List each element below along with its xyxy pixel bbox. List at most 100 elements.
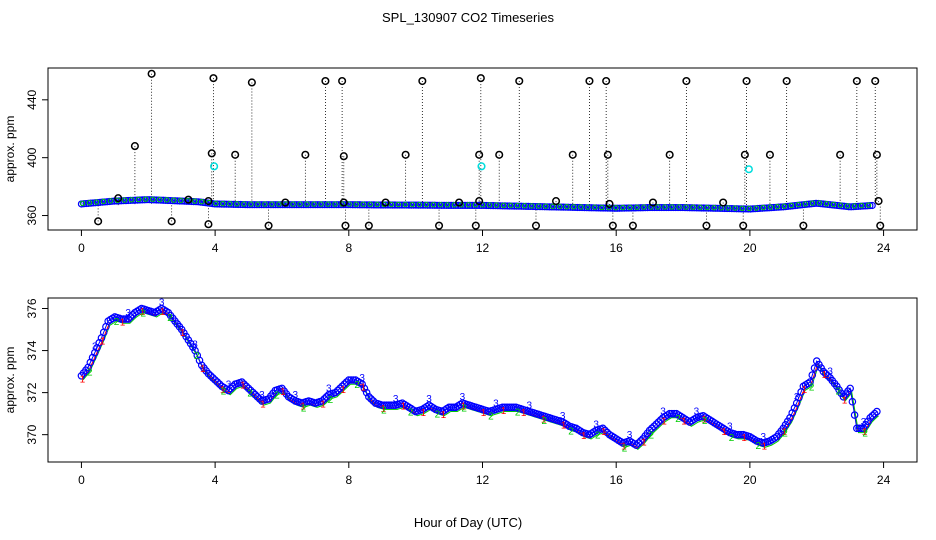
outlier-point <box>435 221 444 230</box>
baseline-point-green <box>851 203 858 209</box>
series-3-point <box>819 367 828 376</box>
baseline-point <box>861 202 869 210</box>
series-3-point <box>449 403 458 412</box>
outlier-point <box>338 76 347 86</box>
outlier-point <box>602 76 611 86</box>
outlier-point <box>204 220 213 229</box>
series-1-marker: 1 <box>240 381 246 392</box>
baseline-point-green <box>227 201 233 207</box>
outlier-point <box>740 150 749 159</box>
outlier-point <box>568 150 577 159</box>
baseline-point-green <box>837 202 844 208</box>
series-1-marker: 1 <box>160 307 166 318</box>
baseline-point <box>700 204 708 212</box>
baseline-point-green <box>683 204 689 210</box>
baseline-point <box>679 203 687 212</box>
baseline-point-green <box>535 203 542 209</box>
baseline-point-green <box>627 204 633 211</box>
series-2-marker: 2 <box>649 431 655 442</box>
baseline-point <box>349 201 357 209</box>
cyan-point <box>210 162 219 171</box>
baseline-point-green <box>339 201 345 207</box>
series-3-point <box>868 411 877 420</box>
series-3-point <box>124 315 133 323</box>
baseline-point-green <box>269 201 275 207</box>
outlier-point <box>608 221 617 230</box>
baseline-point-green <box>262 201 268 207</box>
baseline-point-green <box>311 201 317 207</box>
outlier-point <box>475 197 484 206</box>
series-1-marker: 1 <box>641 437 647 448</box>
baseline-point <box>264 201 273 209</box>
baseline-point <box>665 203 673 212</box>
series-1-marker: 1 <box>280 387 286 398</box>
series-3-point <box>634 439 643 447</box>
series-2-marker: 2 <box>354 380 360 391</box>
baseline-point <box>384 201 392 209</box>
baseline-point-green <box>107 198 114 204</box>
baseline-point <box>749 205 757 213</box>
series-1-marker: 1 <box>380 404 386 415</box>
series-3-point <box>242 382 251 391</box>
outlier-point <box>871 76 880 86</box>
baseline-point <box>159 196 167 204</box>
baseline-point <box>370 201 378 209</box>
baseline-point-green <box>318 201 324 207</box>
series-2-line <box>82 312 879 451</box>
series-3-point <box>873 407 881 416</box>
baseline-point <box>651 203 659 212</box>
series-2-marker: 2 <box>114 317 120 328</box>
series-2-marker: 2 <box>87 368 93 379</box>
x-axis-label: Hour of Day (UTC) <box>414 515 522 530</box>
baseline-point-green <box>121 197 128 203</box>
series-3-marker: 3 <box>794 392 800 403</box>
outlier-point <box>130 142 139 151</box>
x-tick-label: 4 <box>212 473 219 487</box>
x-tick-label: 8 <box>345 241 352 255</box>
series-3-point <box>358 380 366 389</box>
series-1-marker: 1 <box>441 410 447 421</box>
baseline-point-green <box>865 202 872 208</box>
baseline-point-green <box>774 203 780 210</box>
x-tick-label: 20 <box>743 241 757 255</box>
baseline-point-green <box>374 201 380 208</box>
baseline-point-green <box>156 196 163 203</box>
x-tick-label: 12 <box>476 473 490 487</box>
series-3-point <box>870 409 879 418</box>
baseline-point <box>300 201 308 209</box>
x-tick-label: 16 <box>610 473 624 487</box>
series-3-point <box>213 378 222 386</box>
series-3-point <box>333 386 342 395</box>
outlier-point <box>167 217 176 226</box>
outlier-point <box>301 150 310 159</box>
outlier-point <box>799 221 808 230</box>
baseline-point <box>447 201 455 210</box>
baseline-point <box>784 202 792 210</box>
series-1-marker: 1 <box>220 385 226 396</box>
baseline-point <box>587 204 596 212</box>
baseline-point <box>391 201 399 209</box>
series-1-marker: 1 <box>681 416 687 427</box>
series-3-point <box>320 395 329 403</box>
baseline-point <box>573 203 582 212</box>
series-3-point <box>824 371 832 380</box>
outlier-point <box>702 221 711 230</box>
series-1-marker: 1 <box>701 414 707 425</box>
series-3-marker: 3 <box>694 407 700 418</box>
series-1-marker: 1 <box>761 442 767 453</box>
baseline-point-green <box>507 202 514 209</box>
series-1-marker: 1 <box>842 395 848 406</box>
baseline-point-green <box>613 205 619 211</box>
outlier-point <box>648 198 658 207</box>
baseline-point <box>728 205 736 213</box>
baseline-point <box>756 204 764 212</box>
baseline-point <box>796 201 804 209</box>
x-tick-label: 0 <box>78 241 85 255</box>
baseline-point <box>138 196 146 204</box>
outlier-point <box>339 198 348 207</box>
outlier-point <box>665 150 674 159</box>
baseline-point <box>693 204 701 212</box>
baseline-point <box>840 202 848 210</box>
